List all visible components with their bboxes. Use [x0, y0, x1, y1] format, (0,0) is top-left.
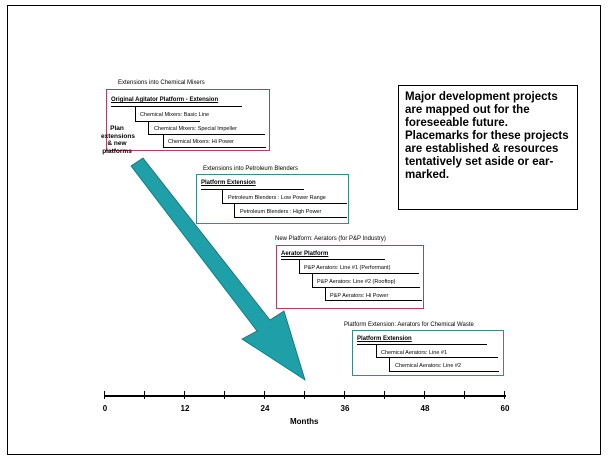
axis-tick	[184, 391, 185, 399]
aerators-connector-3	[325, 287, 327, 300]
aerators-item-2-bar	[312, 287, 420, 289]
group-title-aerators: New Platform: Aerators (for P&P Industry…	[275, 236, 386, 242]
mixers-connector-3	[163, 134, 165, 147]
axis-tick	[304, 391, 305, 399]
group-title-chem-waste: Platform Extension: Aerators for Chemica…	[344, 322, 474, 328]
petro-connector-1	[222, 189, 224, 203]
mixers-connector-2	[148, 121, 150, 134]
petro-main-bar	[201, 189, 304, 191]
mixers-connector-1	[135, 106, 137, 121]
arrow-shape	[130, 157, 306, 381]
petro-connector-2	[234, 203, 236, 217]
plan-note-line-1: Plan	[110, 125, 124, 132]
axis-tick	[144, 391, 145, 399]
axis-tick	[224, 391, 225, 399]
mixers-item-2: Chemical Mixers: Special Impeller	[154, 126, 237, 132]
aerators-main-label: Aerator Platform	[281, 251, 329, 257]
chem-waste-item-1-bar	[376, 357, 498, 359]
axis-tick	[504, 391, 505, 399]
plan-note-line-2: extensions	[101, 132, 135, 140]
group-box-petro	[196, 174, 349, 224]
group-box-aerators	[276, 245, 424, 309]
axis-tick-label-36: 36	[340, 404, 350, 413]
chem-waste-main-label: Platform Extension	[357, 336, 412, 342]
petro-item-1: Petroleum Blenders : Low Power Range	[228, 195, 326, 201]
callout-box: Major development projects are mapped ou…	[398, 85, 578, 210]
timeline-axis	[104, 395, 506, 397]
mixers-item-2-bar	[148, 134, 265, 136]
axis-tick-label-60: 60	[500, 404, 510, 413]
aerators-main-bar	[281, 259, 385, 261]
mixers-item-3: Chemical Mixers: Hi Power	[168, 139, 235, 145]
group-box-mixers	[106, 89, 270, 151]
aerators-item-3-bar	[325, 300, 422, 302]
petro-main-label: Platform Extension	[201, 180, 256, 186]
axis-tick	[264, 391, 265, 399]
petro-item-1-bar	[222, 203, 347, 205]
aerators-item-1: P&P Aerators: Line #1 (Performant)	[304, 265, 391, 271]
chem-waste-main-bar	[357, 344, 487, 346]
mixers-item-1-bar	[135, 121, 200, 123]
mixers-item-3-bar	[163, 147, 266, 149]
chem-waste-item-2: Chemical Aerators: Line #2	[395, 363, 462, 369]
group-title-petro: Extensions into Petroleum Blenders	[203, 166, 299, 172]
mixers-item-1: Chemical Mixers: Basic Line	[140, 112, 210, 118]
mixers-main-bar	[111, 106, 242, 108]
axis-tick-label-24: 24	[260, 404, 270, 413]
chem-waste-connector-2	[389, 357, 391, 371]
axis-tick	[384, 391, 385, 399]
plan-note: Plan extensions & new platforms	[101, 125, 135, 155]
axis-tick-label-12: 12	[180, 404, 190, 413]
aerators-item-3: P&P Aerators: Hi Power	[330, 293, 389, 299]
aerators-item-1-bar	[299, 273, 419, 275]
plan-note-line-4: platforms	[102, 147, 132, 155]
axis-tick-label-0: 0	[102, 404, 108, 413]
chem-waste-item-2-bar	[389, 371, 499, 373]
petro-item-2-bar	[234, 217, 347, 219]
slide-frame	[7, 5, 601, 455]
axis-title: Months	[290, 417, 319, 426]
aerators-item-2: P&P Aerators: Line #2 (Rooftop)	[317, 279, 396, 285]
aerators-connector-1	[299, 259, 301, 273]
petro-item-2: Petroleum Blenders : High Power	[240, 209, 322, 215]
axis-tick	[424, 391, 425, 399]
mixers-main-label: Original Agitator Platform - Extension	[111, 97, 219, 103]
axis-tick	[344, 391, 345, 399]
axis-tick	[464, 391, 465, 399]
aerators-connector-2	[312, 273, 314, 287]
chem-waste-connector-1	[376, 344, 378, 357]
plan-note-line-3: & new	[107, 140, 127, 147]
chem-waste-item-1: Chemical Aerators: Line #1	[381, 350, 448, 356]
axis-tick	[104, 391, 105, 399]
axis-tick-label-48: 48	[420, 404, 430, 413]
group-title-mixers: Extensions into Chemical Mixers	[118, 80, 205, 86]
